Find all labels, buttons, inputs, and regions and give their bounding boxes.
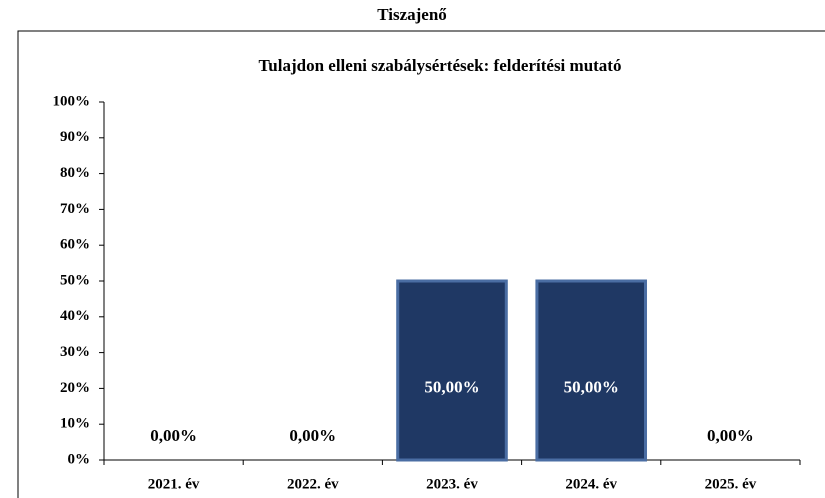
x-tick-label: 2022. év: [287, 476, 339, 492]
y-tick-label: 60%: [60, 237, 90, 253]
x-tick-label: 2025. év: [705, 476, 757, 492]
x-tick-label: 2021. év: [148, 476, 200, 492]
y-tick-label: 100%: [53, 93, 91, 109]
y-tick-label: 70%: [60, 201, 90, 217]
y-tick-label: 20%: [60, 380, 90, 396]
bar: [396, 279, 508, 462]
y-tick-label: 90%: [60, 129, 90, 145]
chart-title: Tulajdon elleni szabálysértések: felderí…: [259, 56, 622, 75]
y-tick-label: 50%: [60, 272, 90, 288]
page-title: Tiszajenő: [377, 5, 447, 24]
bar: [535, 279, 647, 462]
value-label: 50,00%: [564, 377, 619, 396]
value-label: 0,00%: [289, 426, 336, 445]
x-tick-label: 2023. év: [426, 476, 478, 492]
y-tick-label: 80%: [60, 165, 90, 181]
value-label: 0,00%: [707, 426, 754, 445]
x-tick-label: 2024. év: [565, 476, 617, 492]
y-tick-label: 0%: [68, 451, 91, 467]
y-tick-label: 10%: [60, 416, 90, 432]
y-tick-label: 30%: [60, 344, 90, 360]
value-label: 0,00%: [150, 426, 197, 445]
value-label: 50,00%: [424, 377, 479, 396]
y-tick-label: 40%: [60, 308, 90, 324]
frame: [17, 30, 825, 498]
